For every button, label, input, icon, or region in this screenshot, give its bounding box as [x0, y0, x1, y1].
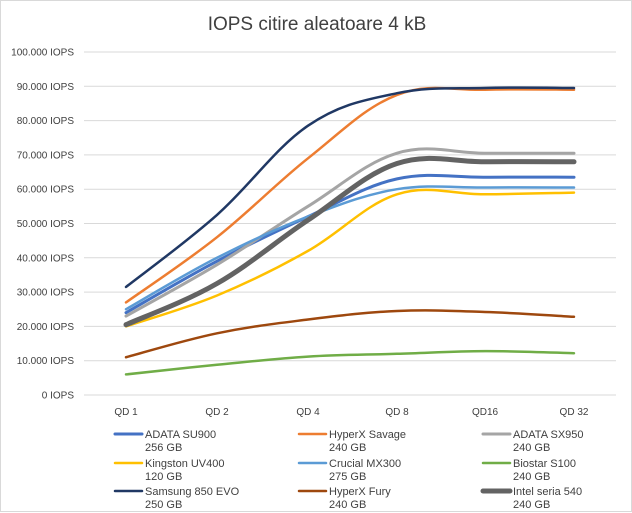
legend-sublabel: 250 GB [145, 499, 182, 511]
legend-label: ADATA SX950 [513, 429, 584, 441]
legend-sublabel: 240 GB [513, 442, 550, 454]
y-axis-labels: 0 IOPS 10.000 IOPS 20.000 IOPS 30.000 IOPS 4… [11, 48, 74, 402]
grid-lines [84, 51, 616, 396]
legend-sublabel: 240 GB [329, 499, 366, 511]
legend-sublabel: 120 GB [145, 471, 182, 483]
legend-label: ADATA SU900 [145, 429, 216, 441]
series-line-biostar-s100 [124, 349, 576, 376]
legend-label: HyperX Savage [329, 429, 406, 441]
chart-title: IOPS citire aleatoare 4 kB [208, 14, 427, 35]
x-tick-label: QD 1 [114, 407, 138, 418]
series-lines [123, 86, 577, 376]
series-line-intel-seria-540 [123, 155, 577, 328]
x-axis-labels: QD 1 QD 2 QD 4 QD 8 QD16 QD 32 [114, 407, 589, 418]
series-line-hyperx-fury [124, 309, 576, 359]
x-tick-label: QD 2 [205, 407, 229, 418]
y-tick-label: 10.000 IOPS [17, 356, 75, 367]
legend-sublabel: 240 GB [513, 471, 550, 483]
legend-label: Intel seria 540 [513, 486, 582, 498]
legend-label: Biostar S100 [513, 458, 576, 470]
legend-label: HyperX Fury [329, 486, 391, 498]
series-line-kingston-uv400 [124, 188, 576, 328]
legend-sublabel: 256 GB [145, 442, 182, 454]
x-tick-label: QD 8 [385, 407, 409, 418]
y-tick-label: 80.000 IOPS [17, 116, 75, 127]
y-tick-label: 100.000 IOPS [11, 48, 74, 59]
legend-label: Kingston UV400 [145, 458, 225, 470]
x-tick-label: QD 32 [560, 407, 589, 418]
series-line-samsung-850-evo [124, 86, 576, 289]
series-line-hyperx-savage [124, 86, 576, 304]
series-line-crucial-mx300 [124, 185, 576, 311]
y-tick-label: 70.000 IOPS [17, 150, 75, 161]
series-line-adata-sx950 [124, 147, 576, 318]
legend-sublabel: 240 GB [329, 442, 366, 454]
legend-label: Crucial MX300 [329, 458, 401, 470]
y-tick-label: 90.000 IOPS [17, 82, 75, 93]
legend-sublabel: 275 GB [329, 471, 366, 483]
y-tick-label: 50.000 IOPS [17, 219, 75, 230]
series-line-adata-su900 [124, 173, 576, 315]
legend-sublabel: 240 GB [513, 499, 550, 511]
y-tick-label: 40.000 IOPS [17, 253, 75, 264]
x-tick-label: QD 4 [296, 407, 320, 418]
y-tick-label: 30.000 IOPS [17, 288, 75, 299]
y-tick-label: 0 IOPS [42, 391, 75, 402]
y-tick-label: 60.000 IOPS [17, 185, 75, 196]
legend-label: Samsung 850 EVO [145, 486, 240, 498]
x-tick-label: QD16 [472, 407, 499, 418]
y-tick-label: 20.000 IOPS [17, 322, 75, 333]
